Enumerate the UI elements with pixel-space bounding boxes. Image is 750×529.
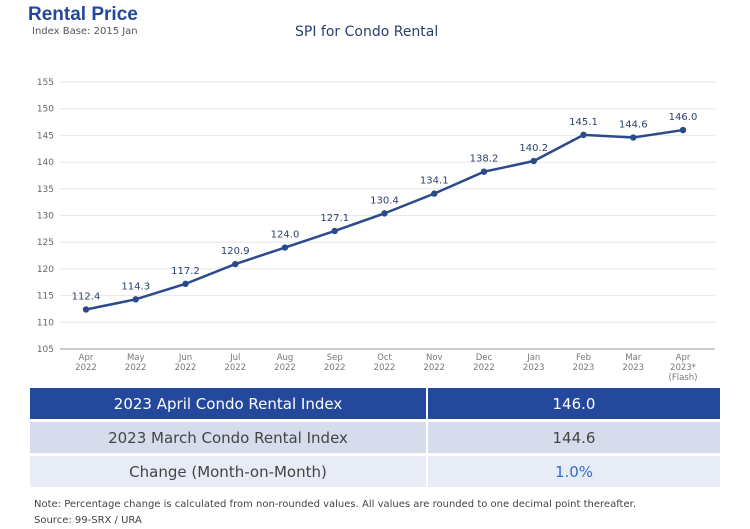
- data-point: [281, 244, 289, 251]
- source: Source: 99-SRX / URA: [34, 515, 142, 526]
- data-label: 127.1: [320, 213, 349, 224]
- x-tick-label: Jul: [229, 353, 240, 363]
- x-tick-label: 2022: [423, 363, 445, 373]
- data-label: 114.3: [121, 281, 150, 292]
- data-point: [381, 210, 388, 217]
- y-tick-label: 110: [37, 318, 54, 328]
- x-tick-label: Apr: [79, 353, 94, 363]
- y-tick-label: 140: [37, 158, 54, 168]
- y-tick-label: 150: [37, 105, 54, 115]
- data-point: [530, 157, 537, 165]
- table-row: Change (Month-on-Month) 1.0%: [30, 456, 720, 487]
- x-tick-label: 2023: [573, 363, 595, 373]
- data-label: 146.0: [669, 112, 698, 123]
- y-tick-label: 120: [37, 265, 54, 275]
- x-tick-label: Sep: [327, 353, 343, 363]
- y-tick-label: 145: [37, 131, 54, 141]
- footnote: Note: Percentage change is calculated fr…: [34, 499, 636, 510]
- page-title: Rental Price: [28, 4, 138, 25]
- data-point: [232, 260, 239, 268]
- x-tick-label: 2023: [523, 363, 545, 373]
- y-tick-label: 130: [37, 212, 54, 222]
- row-label: 2023 April Condo Rental Index: [30, 388, 426, 419]
- y-tick-label: 115: [37, 292, 54, 302]
- data-label: 112.4: [72, 291, 101, 302]
- x-tick-label: Apr: [676, 353, 691, 363]
- y-tick-label: 135: [37, 185, 54, 195]
- row-label: 2023 March Condo Rental Index: [30, 422, 426, 453]
- x-tick-label: Nov: [426, 353, 443, 363]
- x-tick-label: 2023*: [670, 363, 696, 373]
- x-tick-label: 2022: [125, 363, 147, 373]
- y-tick-label: 125: [37, 238, 54, 248]
- x-tick-label: Feb: [576, 353, 591, 363]
- x-tick-label: Mar: [625, 353, 642, 363]
- series-line: [85, 128, 684, 311]
- row-label: Change (Month-on-Month): [30, 456, 426, 487]
- x-tick-label: 2022: [274, 363, 296, 373]
- x-tick-label: 2022: [374, 363, 396, 373]
- y-tick-label: 105: [37, 345, 54, 355]
- data-point: [630, 134, 637, 141]
- x-tick-label: Aug: [277, 353, 294, 363]
- data-point: [431, 190, 438, 197]
- chart-title: SPI for Condo Rental: [295, 24, 439, 40]
- y-tick-label: 155: [37, 78, 54, 88]
- data-label: 117.2: [171, 266, 200, 277]
- data-label: 130.4: [370, 195, 399, 206]
- row-value: 1.0%: [428, 456, 720, 487]
- data-label: 120.9: [221, 246, 250, 257]
- data-label: 138.2: [470, 154, 499, 165]
- x-tick-label: May: [127, 353, 145, 363]
- table-row: 2023 March Condo Rental Index 144.6: [30, 422, 720, 453]
- x-tick-label: 2022: [224, 363, 246, 373]
- data-label: 140.2: [519, 143, 548, 154]
- line-chart: 105110115120125130135140145150155Apr2022…: [37, 78, 715, 383]
- x-tick-label: 2022: [75, 363, 97, 373]
- data-point: [132, 296, 139, 303]
- data-point: [679, 126, 687, 134]
- table-row: 2023 April Condo Rental Index 146.0: [30, 388, 720, 419]
- x-tick-label: Dec: [476, 353, 493, 363]
- row-value: 144.6: [428, 422, 720, 453]
- data-point: [331, 227, 338, 235]
- row-value: 146.0: [428, 388, 720, 419]
- data-label: 145.1: [569, 117, 598, 128]
- x-tick-label: 2022: [473, 363, 495, 373]
- data-point: [580, 131, 587, 139]
- x-tick-label: 2023: [622, 363, 644, 373]
- x-tick-label: Jan: [526, 353, 540, 363]
- data-point: [82, 306, 90, 313]
- x-tick-label: (Flash): [669, 373, 698, 383]
- index-base-subtitle: Index Base: 2015 Jan: [32, 26, 138, 37]
- data-point: [182, 280, 189, 288]
- index-table: 2023 April Condo Rental Index 146.0 2023…: [30, 388, 720, 490]
- data-label: 144.6: [619, 120, 648, 131]
- x-tick-label: Jun: [178, 353, 192, 363]
- data-label: 124.0: [271, 230, 300, 241]
- data-point: [480, 168, 488, 175]
- data-label: 134.1: [420, 176, 449, 187]
- x-tick-label: Oct: [377, 353, 392, 363]
- x-tick-label: 2022: [324, 363, 346, 373]
- x-tick-label: 2022: [175, 363, 197, 373]
